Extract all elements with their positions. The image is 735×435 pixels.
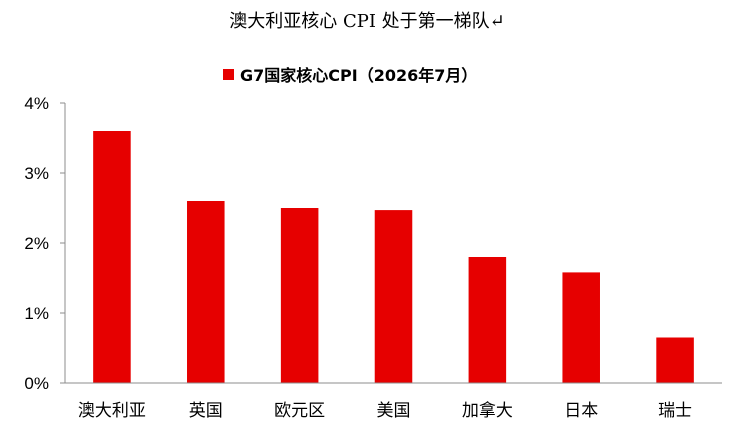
bar [280,208,319,383]
chart-title: 澳大利亚核心 CPI 处于第一梯队↵ [229,11,505,32]
bar [93,131,131,383]
x-tick-label: 澳大利亚 [78,401,146,421]
bars [93,131,694,383]
x-tick-label: 美国 [377,401,411,421]
x-tick-label: 瑞士 [658,401,692,421]
bar [187,201,225,383]
x-axis: 澳大利亚 英国 欧元区 美国 加拿大 日本 瑞士 [65,382,722,421]
legend-swatch [223,69,234,80]
x-tick-label: 日本 [564,401,598,421]
y-tick-label: 0% [24,374,49,393]
y-tick-label: 3% [24,164,49,183]
legend-label: G7国家核心CPI（2026年7月） [240,66,477,85]
x-tick-label: 英国 [189,401,223,421]
bar [468,257,507,383]
y-tick-label: 2% [24,234,49,253]
y-axis: 0% 1% 2% 3% 4% [24,94,66,393]
x-tick-label: 欧元区 [274,401,325,421]
x-tick-label: 加拿大 [462,400,513,421]
legend: G7国家核心CPI（2026年7月） [223,66,477,85]
bar [656,337,694,383]
bar [374,210,413,383]
y-tick-label: 4% [24,94,49,113]
bar [562,272,600,383]
y-tick-label: 1% [24,304,49,323]
